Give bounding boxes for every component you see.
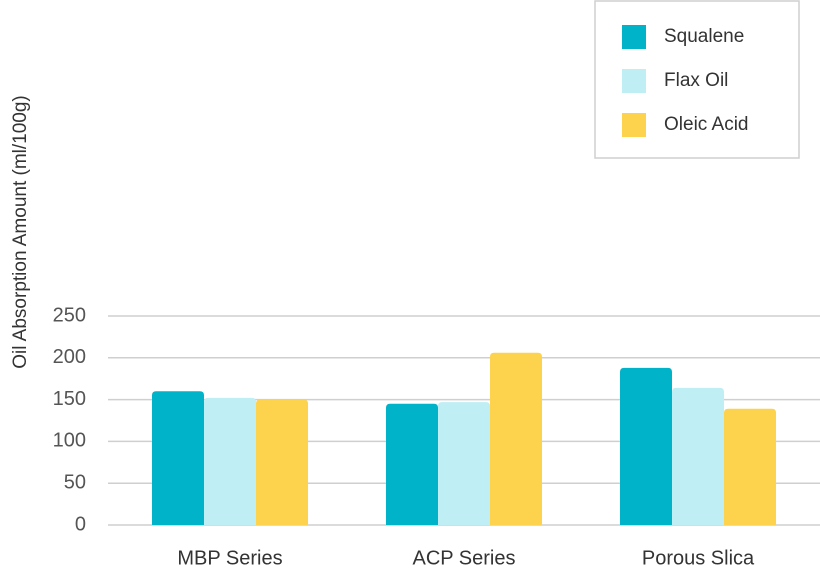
y-tick-label: 50 <box>64 471 86 493</box>
y-axis-title: Oil Absorption Amount (ml/100g) <box>10 95 31 369</box>
x-category-label: MBP Series <box>177 547 282 569</box>
y-tick-label: 0 <box>75 513 86 535</box>
y-tick-labels: 0 50 100 150 200 250 <box>53 304 86 535</box>
x-category-labels: MBP Series ACP Series Porous Slica <box>177 547 755 569</box>
legend-label: Flax Oil <box>664 70 728 91</box>
y-tick-label: 100 <box>53 430 86 452</box>
y-tick-label: 200 <box>53 346 86 368</box>
bars <box>152 352 776 525</box>
legend-label: Squalene <box>664 26 744 47</box>
legend-swatch <box>622 69 646 93</box>
legend-label: Oleic Acid <box>664 114 748 135</box>
y-tick-label: 150 <box>53 388 86 410</box>
bar-squalene-porous-slica <box>620 367 672 525</box>
bar-oleic-acid-acp-series <box>490 352 542 525</box>
bar-oleic-acid-porous-slica <box>724 408 776 525</box>
bar-oleic-acid-mbp-series <box>256 399 308 525</box>
legend-swatch <box>622 113 646 137</box>
legend: Squalene Flax Oil Oleic Acid <box>594 0 800 159</box>
bar-squalene-mbp-series <box>152 391 204 525</box>
legend-swatch <box>622 25 646 49</box>
bar-flax-oil-mbp-series <box>204 397 256 525</box>
bar-squalene-acp-series <box>386 403 438 525</box>
bar-flax-oil-acp-series <box>438 402 490 525</box>
y-tick-label: 250 <box>53 304 86 326</box>
bar-flax-oil-porous-slica <box>672 387 724 525</box>
x-category-label: Porous Slica <box>642 547 755 569</box>
x-category-label: ACP Series <box>412 547 515 569</box>
